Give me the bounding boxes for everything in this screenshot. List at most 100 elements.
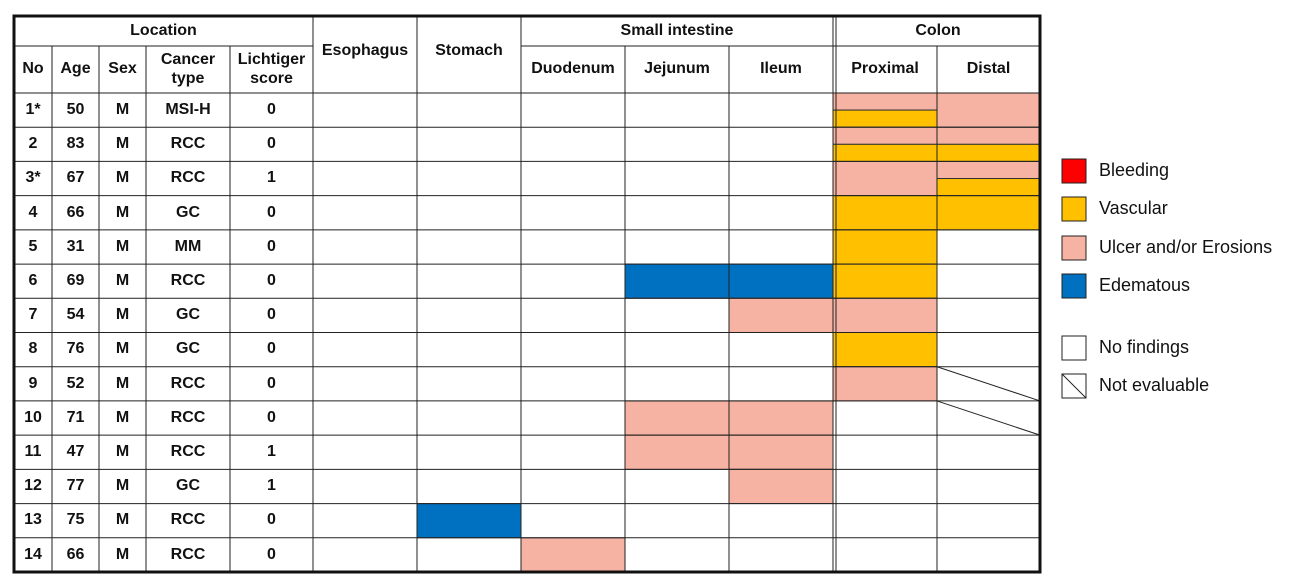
cell-text: 67: [66, 169, 85, 187]
finding-cell: [520, 537, 626, 573]
column-header: Duodenum: [531, 60, 615, 78]
legend-label: No findings: [1099, 337, 1190, 357]
cell-text: RCC: [170, 271, 206, 289]
finding-cell: [728, 297, 834, 333]
cell-text: GC: [176, 340, 200, 358]
cell-text: 9: [28, 374, 38, 392]
cell-text: 0: [267, 306, 276, 324]
cell-text: 10: [24, 408, 42, 426]
cell-text: 50: [66, 100, 85, 118]
legend-swatch: [1061, 335, 1087, 361]
cell-text: 0: [267, 237, 276, 255]
cell-text: MM: [174, 237, 202, 255]
cell-text: 77: [66, 477, 85, 495]
cell-text: 0: [267, 271, 276, 289]
cell-text: 0: [267, 203, 276, 221]
column-header: Esophagus: [321, 42, 409, 59]
cell-text: M: [115, 306, 130, 324]
cell-text: 8: [28, 340, 38, 358]
cell-text: M: [115, 545, 130, 563]
cell-text: 1: [267, 169, 276, 187]
cell-text: 0: [267, 545, 276, 563]
cell-text: 1: [267, 443, 276, 461]
cell-text: GC: [176, 477, 200, 495]
finding-cell: [832, 366, 938, 402]
cell-text: RCC: [170, 408, 206, 426]
cell-text: 6: [28, 271, 38, 289]
cell-text: 1*: [25, 100, 41, 118]
cell-text: 54: [66, 306, 85, 324]
finding-cell: [832, 195, 938, 231]
cell-text: M: [115, 271, 130, 289]
legend-label: Edematous: [1099, 275, 1191, 295]
cell-text: 0: [267, 135, 276, 153]
cell-text: 3*: [25, 169, 41, 187]
legend-swatch: [1061, 235, 1087, 261]
column-header: Ileum: [760, 60, 802, 78]
cell-text: 71: [66, 408, 85, 426]
finding-cell: [832, 263, 938, 299]
cell-text: 7: [28, 306, 38, 324]
column-header: Lichtiger score: [237, 51, 306, 87]
cell-text: RCC: [170, 443, 206, 461]
group-header: Location: [130, 21, 197, 39]
cell-text: M: [115, 203, 130, 221]
finding-cell: [728, 400, 834, 436]
cell-text: M: [115, 100, 130, 118]
cell-text: 0: [267, 511, 276, 529]
cell-text: M: [115, 443, 130, 461]
legend-swatch: [1061, 158, 1087, 184]
cell-text: 0: [267, 340, 276, 358]
finding-cell: [936, 160, 1041, 180]
finding-cell: [936, 178, 1041, 197]
legend-swatch: [1061, 196, 1087, 222]
cell-text: 12: [24, 477, 42, 495]
legend-diagonal: [1061, 373, 1087, 399]
cell-text: 11: [24, 443, 42, 461]
not-evaluable-mark: [936, 366, 1041, 402]
cell-text: RCC: [170, 545, 206, 563]
finding-cell: [936, 143, 1041, 162]
cell-text: 52: [66, 374, 85, 392]
cell-text: M: [115, 340, 130, 358]
column-header: No: [22, 60, 44, 78]
cell-text: RCC: [170, 374, 206, 392]
column-header: Proximal: [851, 60, 919, 78]
finding-cell: [832, 126, 938, 145]
finding-cell: [832, 143, 938, 162]
cell-text: 0: [267, 100, 276, 118]
cell-text: 76: [66, 340, 85, 358]
cell-text: 66: [66, 545, 85, 563]
finding-cell: [832, 109, 938, 128]
cell-text: 13: [24, 511, 42, 529]
cell-text: M: [115, 237, 130, 255]
column-header: Distal: [966, 60, 1011, 78]
legend-label: Bleeding: [1099, 160, 1170, 180]
cell-text: MSI-H: [165, 100, 211, 118]
table-border: [12, 14, 1042, 574]
cell-text: M: [115, 374, 130, 392]
finding-cell: [936, 92, 1041, 128]
cell-text: M: [115, 408, 130, 426]
legend-label: Vascular: [1099, 198, 1168, 218]
legend-swatch: [1061, 273, 1087, 299]
column-header: Stomach: [435, 42, 503, 59]
finding-cell: [728, 468, 834, 505]
cell-text: 5: [28, 237, 38, 255]
cell-text: M: [115, 477, 130, 495]
finding-cell: [624, 434, 730, 470]
finding-cell: [624, 263, 730, 299]
cell-text: 4: [28, 203, 38, 221]
cell-text: 75: [66, 511, 85, 529]
legend-label: Ulcer and/or Erosions: [1099, 237, 1273, 257]
finding-cell: [936, 195, 1041, 231]
cell-text: 83: [66, 135, 85, 153]
finding-cell: [832, 297, 938, 333]
group-header: Small intestine: [620, 21, 734, 39]
column-header: Age: [60, 60, 91, 78]
cell-text: M: [115, 135, 130, 153]
cell-text: RCC: [170, 169, 206, 187]
cell-text: 0: [267, 374, 276, 392]
